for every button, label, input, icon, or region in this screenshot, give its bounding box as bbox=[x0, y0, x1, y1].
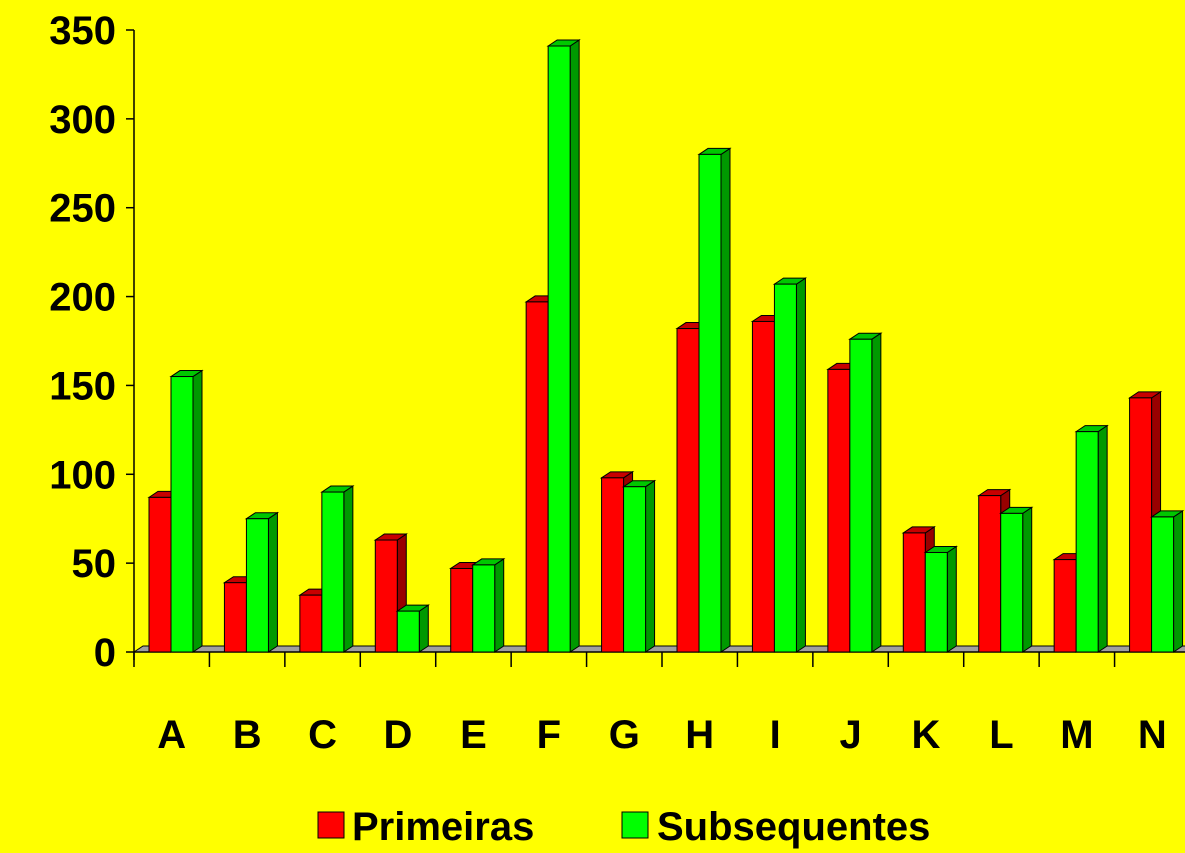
y-axis: 0 50 100 150 200 250 300 350 bbox=[49, 9, 135, 675]
category-label: L bbox=[989, 713, 1013, 757]
y-tick-label: 150 bbox=[49, 364, 116, 408]
y-tick-label: 350 bbox=[49, 9, 116, 53]
y-tick-label: 200 bbox=[49, 276, 116, 320]
category-label: D bbox=[384, 713, 413, 757]
bar-subsequentes-C bbox=[320, 485, 355, 653]
legend-label: Subsequentes bbox=[657, 805, 930, 849]
bar-subsequentes-E bbox=[471, 557, 506, 653]
y-tick-label: 100 bbox=[49, 453, 116, 497]
bars bbox=[147, 39, 1185, 653]
bar-subsequentes-K bbox=[923, 545, 958, 653]
category-label: A bbox=[157, 713, 186, 757]
bar-subsequentes-D bbox=[395, 604, 430, 653]
y-tick-label: 250 bbox=[49, 187, 116, 231]
category-label: M bbox=[1060, 713, 1093, 757]
bar-subsequentes-J bbox=[848, 332, 883, 653]
category-label: B bbox=[233, 713, 262, 757]
bar-subsequentes-L bbox=[999, 506, 1034, 653]
y-tick-label: 300 bbox=[49, 98, 116, 142]
bar-subsequentes-G bbox=[621, 479, 657, 653]
bar-subsequentes-H bbox=[697, 147, 732, 653]
category-label: E bbox=[460, 713, 487, 757]
y-tick-label: 0 bbox=[94, 631, 116, 675]
category-label: J bbox=[839, 713, 861, 757]
bar-subsequentes-I bbox=[772, 277, 808, 653]
category-label: N bbox=[1138, 713, 1167, 757]
category-label: K bbox=[912, 713, 941, 757]
bar-subsequentes-N bbox=[1149, 510, 1185, 653]
bar-subsequentes-M bbox=[1074, 424, 1109, 653]
category-label: C bbox=[308, 713, 337, 757]
category-label: I bbox=[770, 713, 781, 757]
bar-subsequentes-F bbox=[546, 39, 581, 653]
legend-label: Primeiras bbox=[352, 805, 534, 849]
legend-swatch bbox=[621, 811, 649, 839]
legend: Primeiras Subsequentes bbox=[317, 805, 930, 849]
category-label: H bbox=[685, 713, 714, 757]
bar-subsequentes-A bbox=[169, 369, 204, 653]
category-label: G bbox=[609, 713, 640, 757]
y-tick-label: 50 bbox=[72, 542, 117, 586]
legend-swatch bbox=[317, 811, 345, 839]
category-labels: A B C D E F G H I J K L M N bbox=[157, 713, 1166, 757]
bar-subsequentes-B bbox=[244, 511, 280, 653]
category-label: F bbox=[537, 713, 561, 757]
